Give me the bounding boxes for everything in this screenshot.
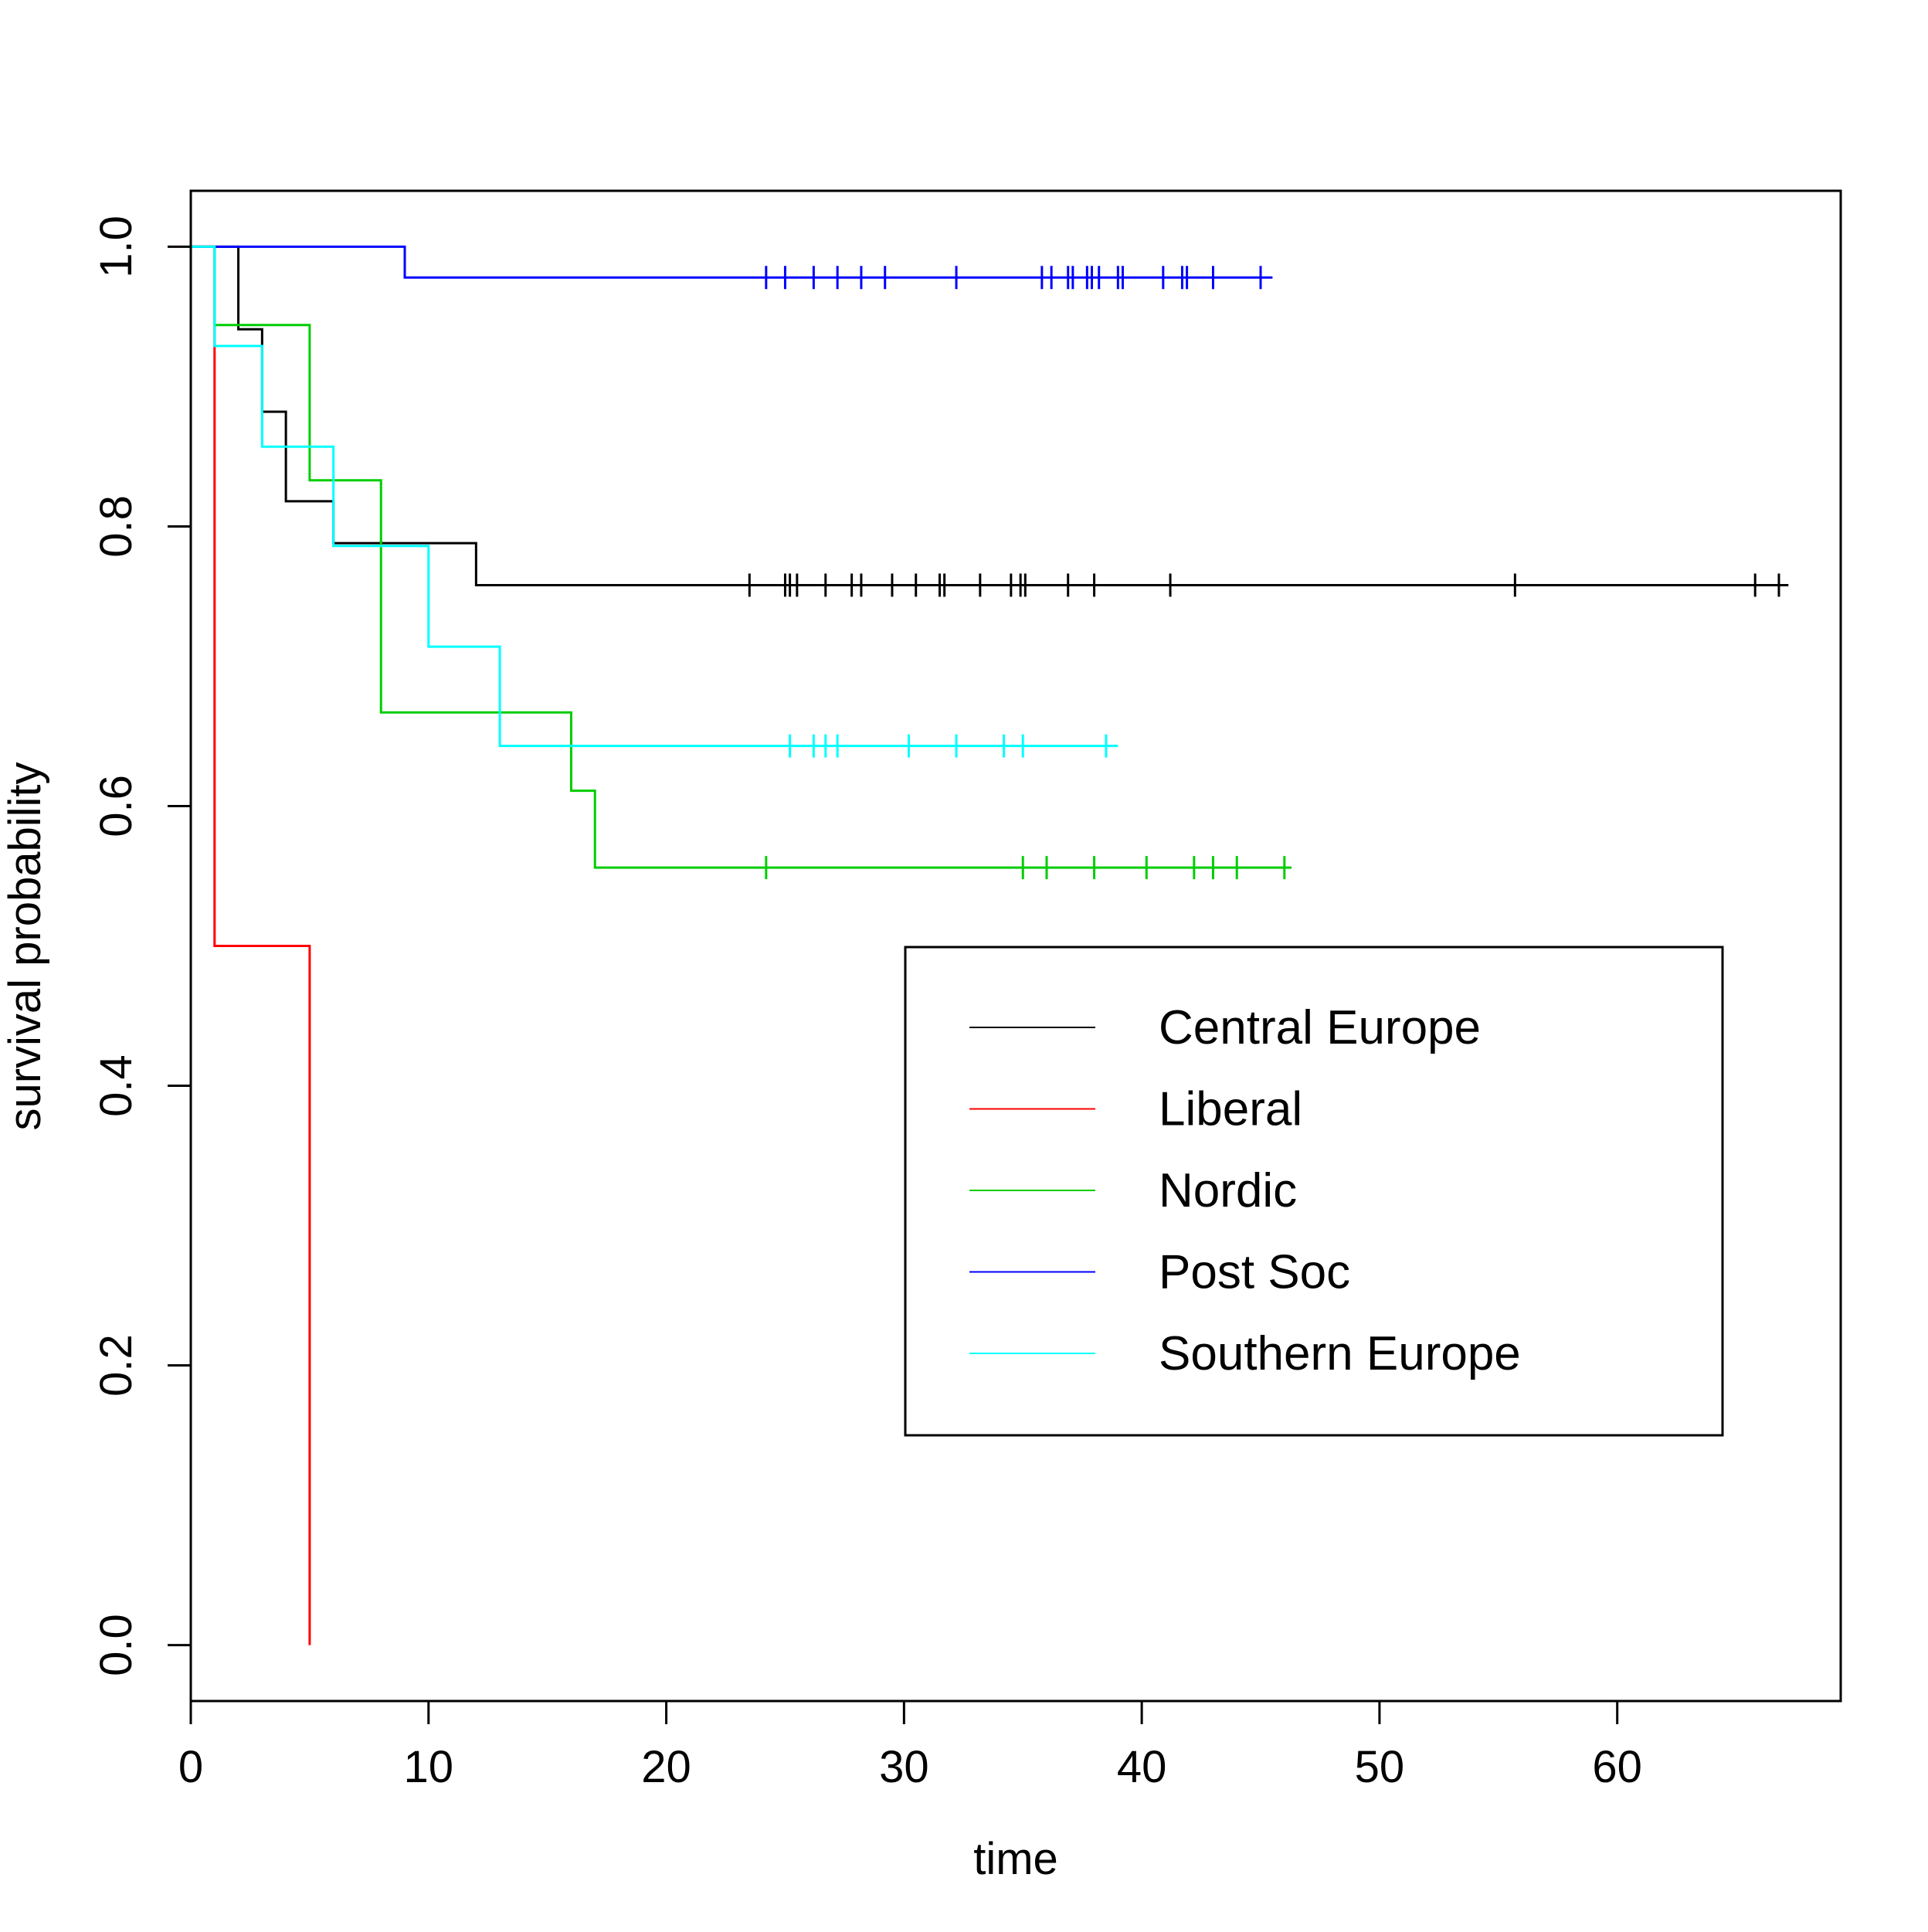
- series-post-soc: [191, 245, 1273, 290]
- x-tick-label: 0: [178, 1742, 203, 1792]
- x-tick-label: 50: [1355, 1742, 1405, 1792]
- x-tick-label: 20: [641, 1742, 691, 1792]
- x-tick-label: 60: [1592, 1742, 1642, 1792]
- legend-label: Liberal: [1159, 1083, 1302, 1136]
- legend-label: Central Europe: [1159, 1001, 1481, 1054]
- curve-central-europe: [191, 245, 1789, 586]
- curve-nordic: [191, 245, 1292, 869]
- y-axis: 0.0 0.2 0.4 0.6 0.8 1.0: [91, 216, 192, 1676]
- y-tick-label: 1.0: [91, 216, 141, 278]
- legend-item-nordic: Nordic: [969, 1164, 1297, 1217]
- x-axis-title: time: [973, 1834, 1058, 1884]
- series-liberal: [191, 245, 311, 1645]
- x-tick-label: 40: [1117, 1742, 1167, 1792]
- series-southern-europe: [191, 245, 1118, 758]
- x-tick-label: 30: [879, 1742, 929, 1792]
- legend-label: Nordic: [1159, 1164, 1297, 1217]
- y-axis-title: survival probability: [0, 762, 50, 1130]
- legend-label: Post Soc: [1159, 1246, 1350, 1299]
- legend-item-central-europe: Central Europe: [969, 1001, 1481, 1054]
- y-tick-label: 0.4: [91, 1054, 141, 1117]
- legend-item-post-soc: Post Soc: [969, 1246, 1350, 1299]
- y-tick-label: 0.6: [91, 775, 141, 837]
- legend-item-liberal: Liberal: [969, 1083, 1302, 1136]
- legend-label: Southern Europe: [1159, 1327, 1521, 1380]
- x-tick-label: 10: [404, 1742, 454, 1792]
- series-nordic: [191, 245, 1292, 880]
- y-tick-label: 0.0: [91, 1614, 141, 1676]
- curve-liberal: [191, 245, 311, 1645]
- x-axis: 0 10 20 30 40 50 60: [178, 1699, 1642, 1792]
- curves-layer: [191, 245, 1789, 1645]
- legend-item-southern-europe: Southern Europe: [969, 1327, 1521, 1380]
- series-central-europe: [191, 245, 1789, 597]
- y-tick-label: 0.8: [91, 495, 141, 558]
- y-tick-label: 0.2: [91, 1334, 141, 1397]
- legend-items: Central Europe Liberal Nordic Post Soc South…: [969, 1001, 1521, 1380]
- curve-southern-europe: [191, 245, 1118, 748]
- curve-post-soc: [191, 245, 1273, 279]
- legend: Central Europe Liberal Nordic Post Soc South…: [904, 946, 1724, 1437]
